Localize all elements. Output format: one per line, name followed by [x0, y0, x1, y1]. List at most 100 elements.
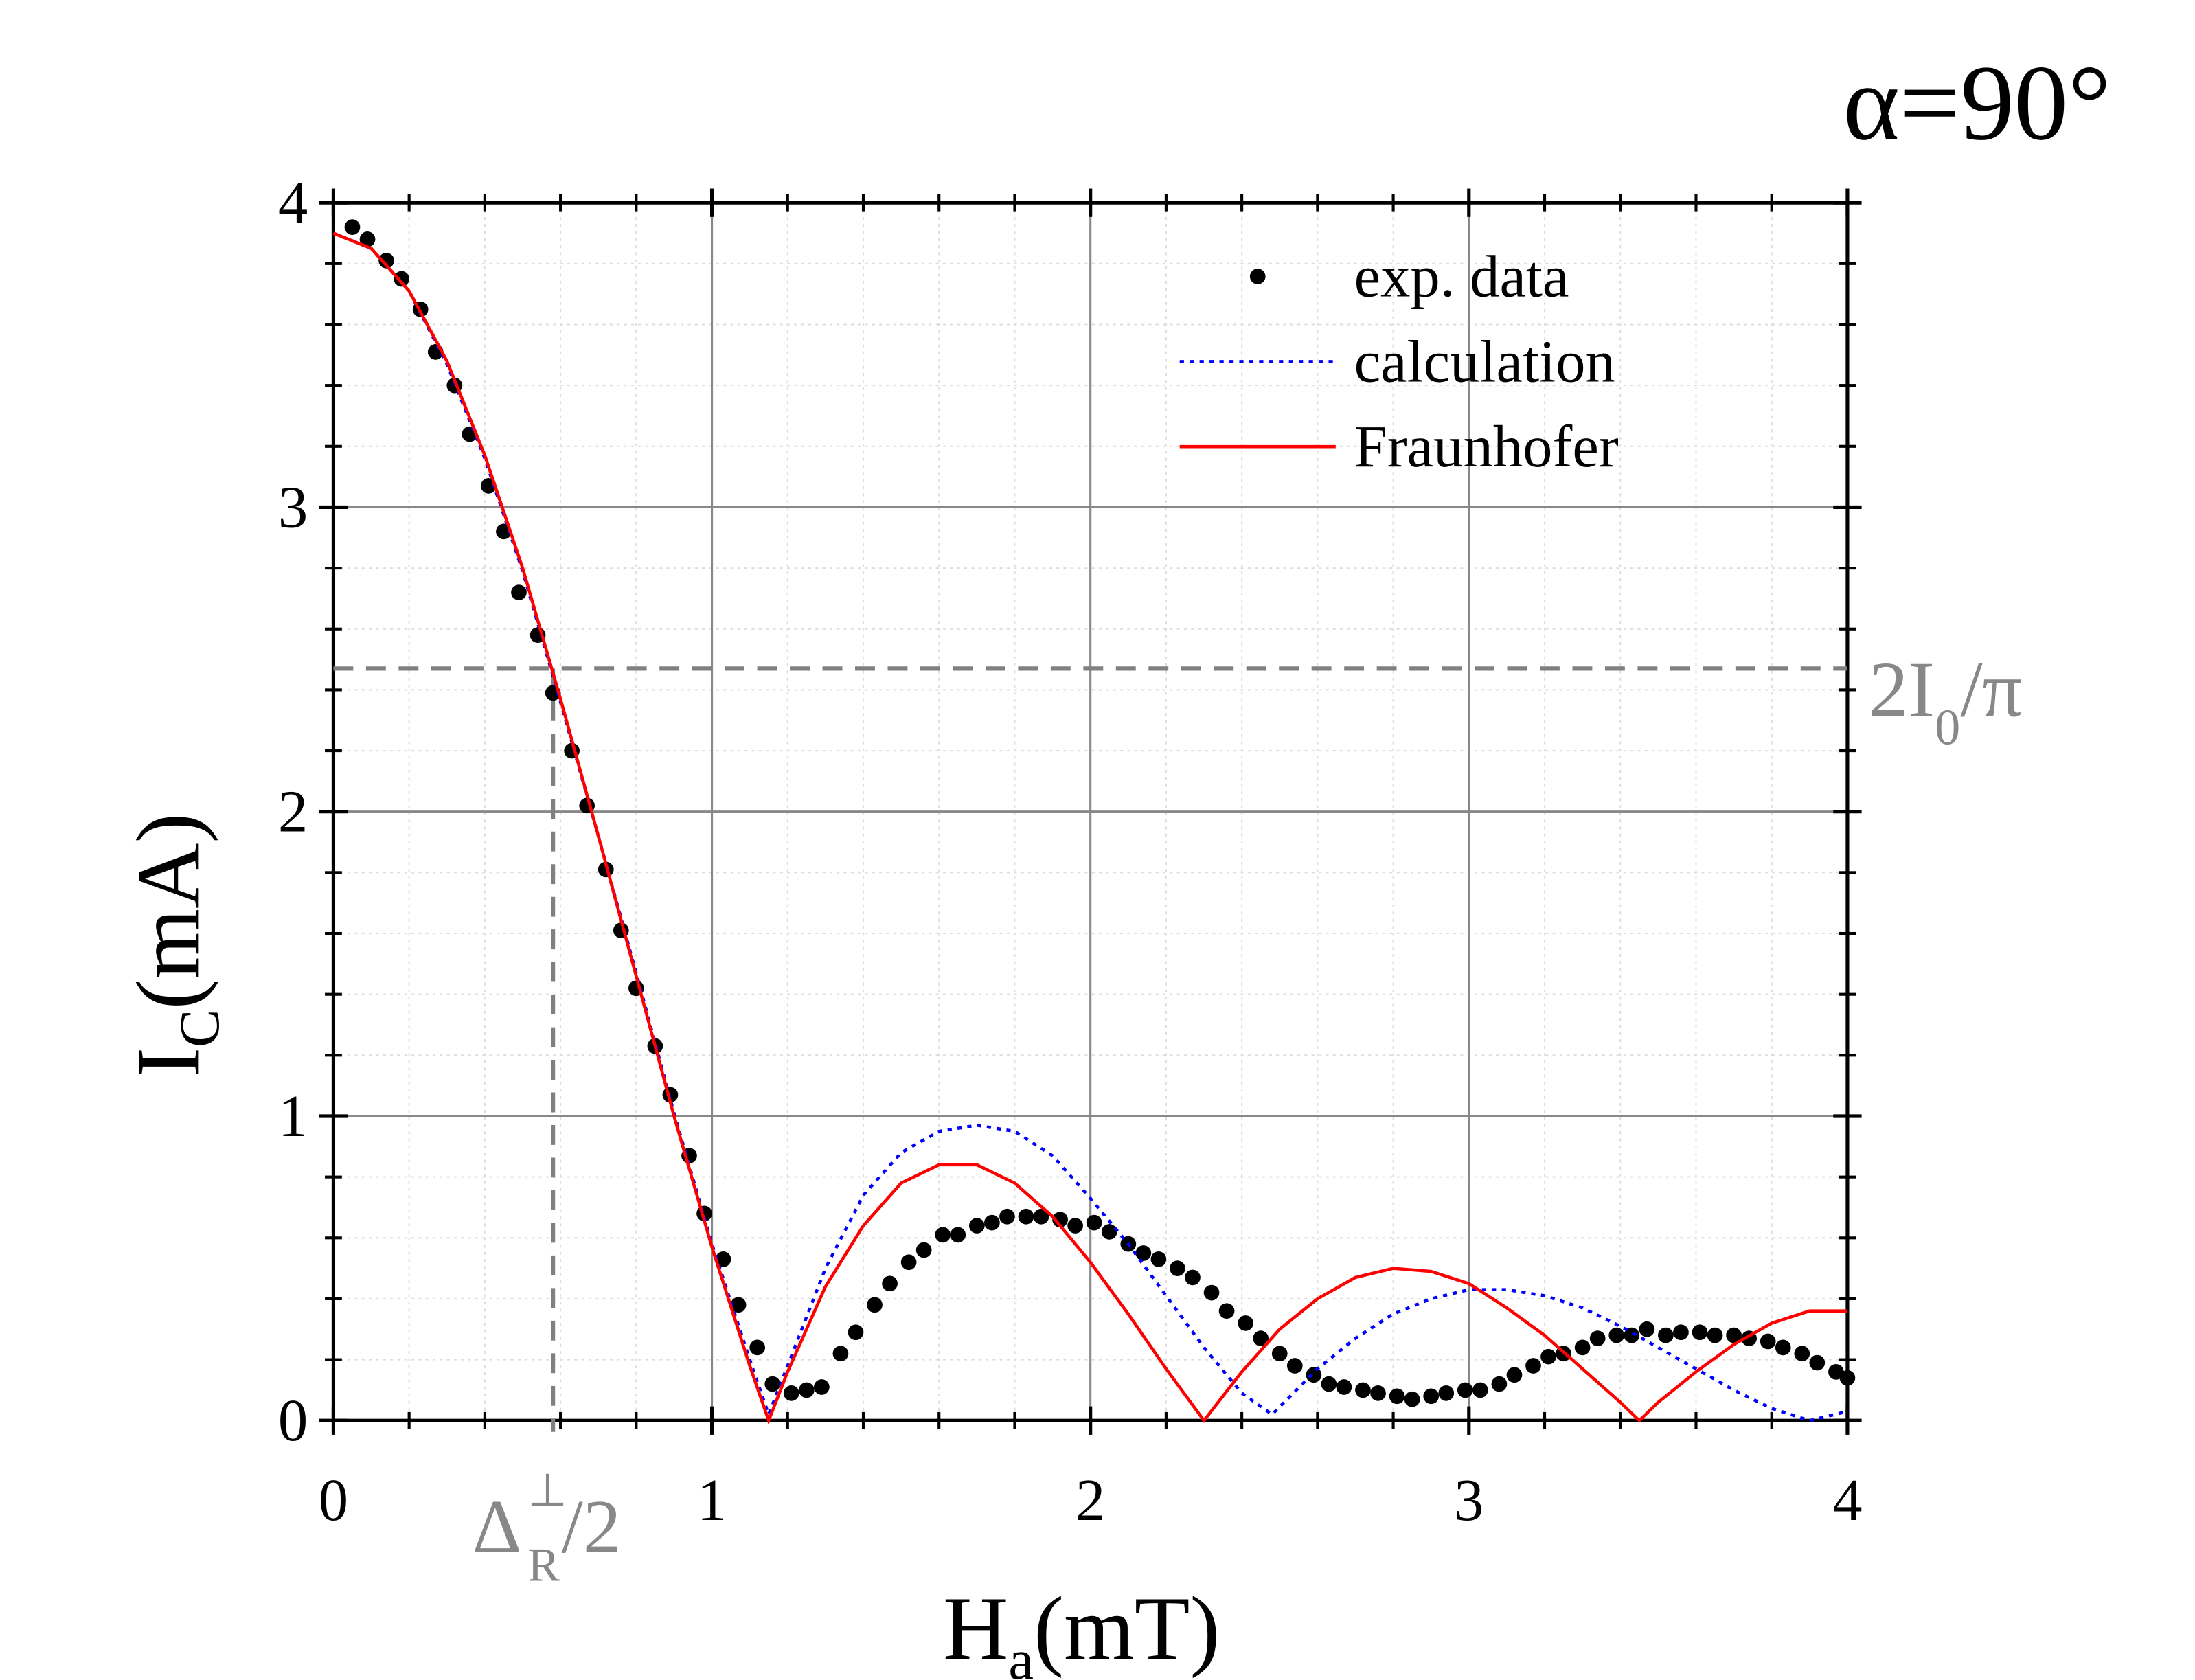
data-point: [968, 1218, 985, 1234]
y-tick-label: 1: [278, 1083, 308, 1149]
data-point: [378, 253, 394, 269]
data-point: [1321, 1376, 1337, 1392]
data-point: [730, 1297, 747, 1313]
y-axis-label-sub: C: [168, 1010, 231, 1047]
y-axis-label-main: I: [117, 1047, 218, 1078]
y-tick-label: 0: [278, 1387, 308, 1453]
data-point: [882, 1275, 898, 1292]
data-point: [1472, 1382, 1488, 1398]
vline-label-main: Δ: [473, 1485, 522, 1569]
data-point: [1238, 1315, 1253, 1331]
data-point: [1540, 1348, 1556, 1365]
data-point: [1306, 1367, 1322, 1383]
data-point: [1775, 1339, 1791, 1356]
data-point: [1457, 1382, 1473, 1398]
data-point: [1336, 1379, 1352, 1395]
data-point: [1203, 1284, 1220, 1301]
x-axis-label-sub: a: [1008, 1628, 1034, 1680]
data-point: [1135, 1245, 1152, 1261]
data-point: [1355, 1382, 1371, 1398]
data-point: [1423, 1388, 1440, 1405]
data-point: [344, 219, 361, 235]
data-point: [1067, 1218, 1083, 1234]
data-point: [999, 1208, 1015, 1225]
y-tick-label: 2: [278, 779, 308, 845]
x-axis-label: Ha(mT): [943, 1578, 1220, 1680]
data-point: [1491, 1376, 1508, 1392]
data-point: [1692, 1324, 1708, 1341]
hline-label: 2I0/π: [1869, 646, 2023, 756]
x-tick-label: 1: [697, 1467, 727, 1533]
legend-marker: [1249, 269, 1266, 284]
data-point: [1760, 1333, 1776, 1350]
data-point: [1506, 1367, 1523, 1383]
data-point: [915, 1242, 932, 1258]
data-point: [1658, 1327, 1674, 1343]
data-point: [1033, 1208, 1049, 1225]
data-point: [394, 271, 409, 287]
hline-label-after: /π: [1960, 646, 2022, 734]
data-point: [950, 1227, 966, 1243]
data-point: [1673, 1324, 1689, 1341]
data-point: [867, 1297, 883, 1313]
data-point: [783, 1385, 799, 1401]
legend-label: Fraunhofer: [1354, 413, 1619, 479]
legend-label: exp. data: [1354, 243, 1569, 309]
data-point: [832, 1346, 849, 1362]
vline-label-after: /2: [562, 1485, 622, 1569]
data-point: [1052, 1212, 1068, 1228]
x-tick-label: 4: [1832, 1467, 1862, 1533]
vline-label-sup: ⊥: [527, 1466, 567, 1516]
data-point: [1286, 1358, 1303, 1374]
data-point: [1589, 1330, 1606, 1346]
x-tick-label: 3: [1454, 1467, 1483, 1533]
x-axis-label-unit: (mT): [1034, 1578, 1220, 1679]
data-point: [1218, 1303, 1235, 1319]
data-point: [1271, 1346, 1288, 1362]
data-point: [935, 1227, 951, 1243]
x-axis-label-main: H: [943, 1578, 1008, 1679]
series-line: [332, 231, 1847, 1425]
y-axis-label: IC(mA): [117, 813, 231, 1078]
plot-frame: [331, 201, 1850, 1422]
y-axis-label-unit: (mA): [117, 813, 218, 1010]
legend-label: calculation: [1354, 328, 1615, 394]
chart-title: α=90°: [1843, 43, 2111, 162]
data-point: [359, 231, 376, 247]
data-point: [1150, 1251, 1167, 1267]
data-point: [1370, 1385, 1386, 1401]
data-point: [1086, 1214, 1102, 1231]
vline-label-sub: R: [527, 1539, 560, 1592]
data-point: [1253, 1330, 1269, 1346]
hline-label-sub: 0: [1935, 700, 1960, 756]
data-point: [1170, 1260, 1185, 1276]
data-point: [984, 1214, 1000, 1231]
y-tick-label: 3: [278, 474, 308, 540]
data-point: [1839, 1370, 1856, 1386]
data-point: [749, 1339, 766, 1356]
data-point: [1608, 1327, 1625, 1343]
data-point: [1574, 1339, 1591, 1356]
data-point: [798, 1382, 815, 1398]
data-point: [1101, 1224, 1117, 1240]
data-point: [1794, 1346, 1810, 1362]
y-tick-label: 4: [278, 170, 308, 236]
data-point: [1525, 1358, 1541, 1374]
data-point: [715, 1251, 731, 1267]
data-point: [511, 584, 527, 600]
data-point: [1726, 1327, 1742, 1343]
data-point: [1185, 1269, 1201, 1286]
data-point: [1018, 1208, 1034, 1225]
hline-label-main: 2I: [1869, 646, 1935, 734]
x-tick-label: 0: [319, 1467, 348, 1533]
data-point: [1639, 1321, 1655, 1337]
data-point: [1438, 1385, 1455, 1401]
series-line: [332, 231, 1848, 1422]
data-point: [814, 1379, 830, 1395]
data-point: [1707, 1327, 1723, 1343]
data-point: [848, 1324, 864, 1341]
data-point: [1809, 1354, 1826, 1371]
data-point: [1624, 1327, 1640, 1343]
data-point: [764, 1376, 781, 1392]
